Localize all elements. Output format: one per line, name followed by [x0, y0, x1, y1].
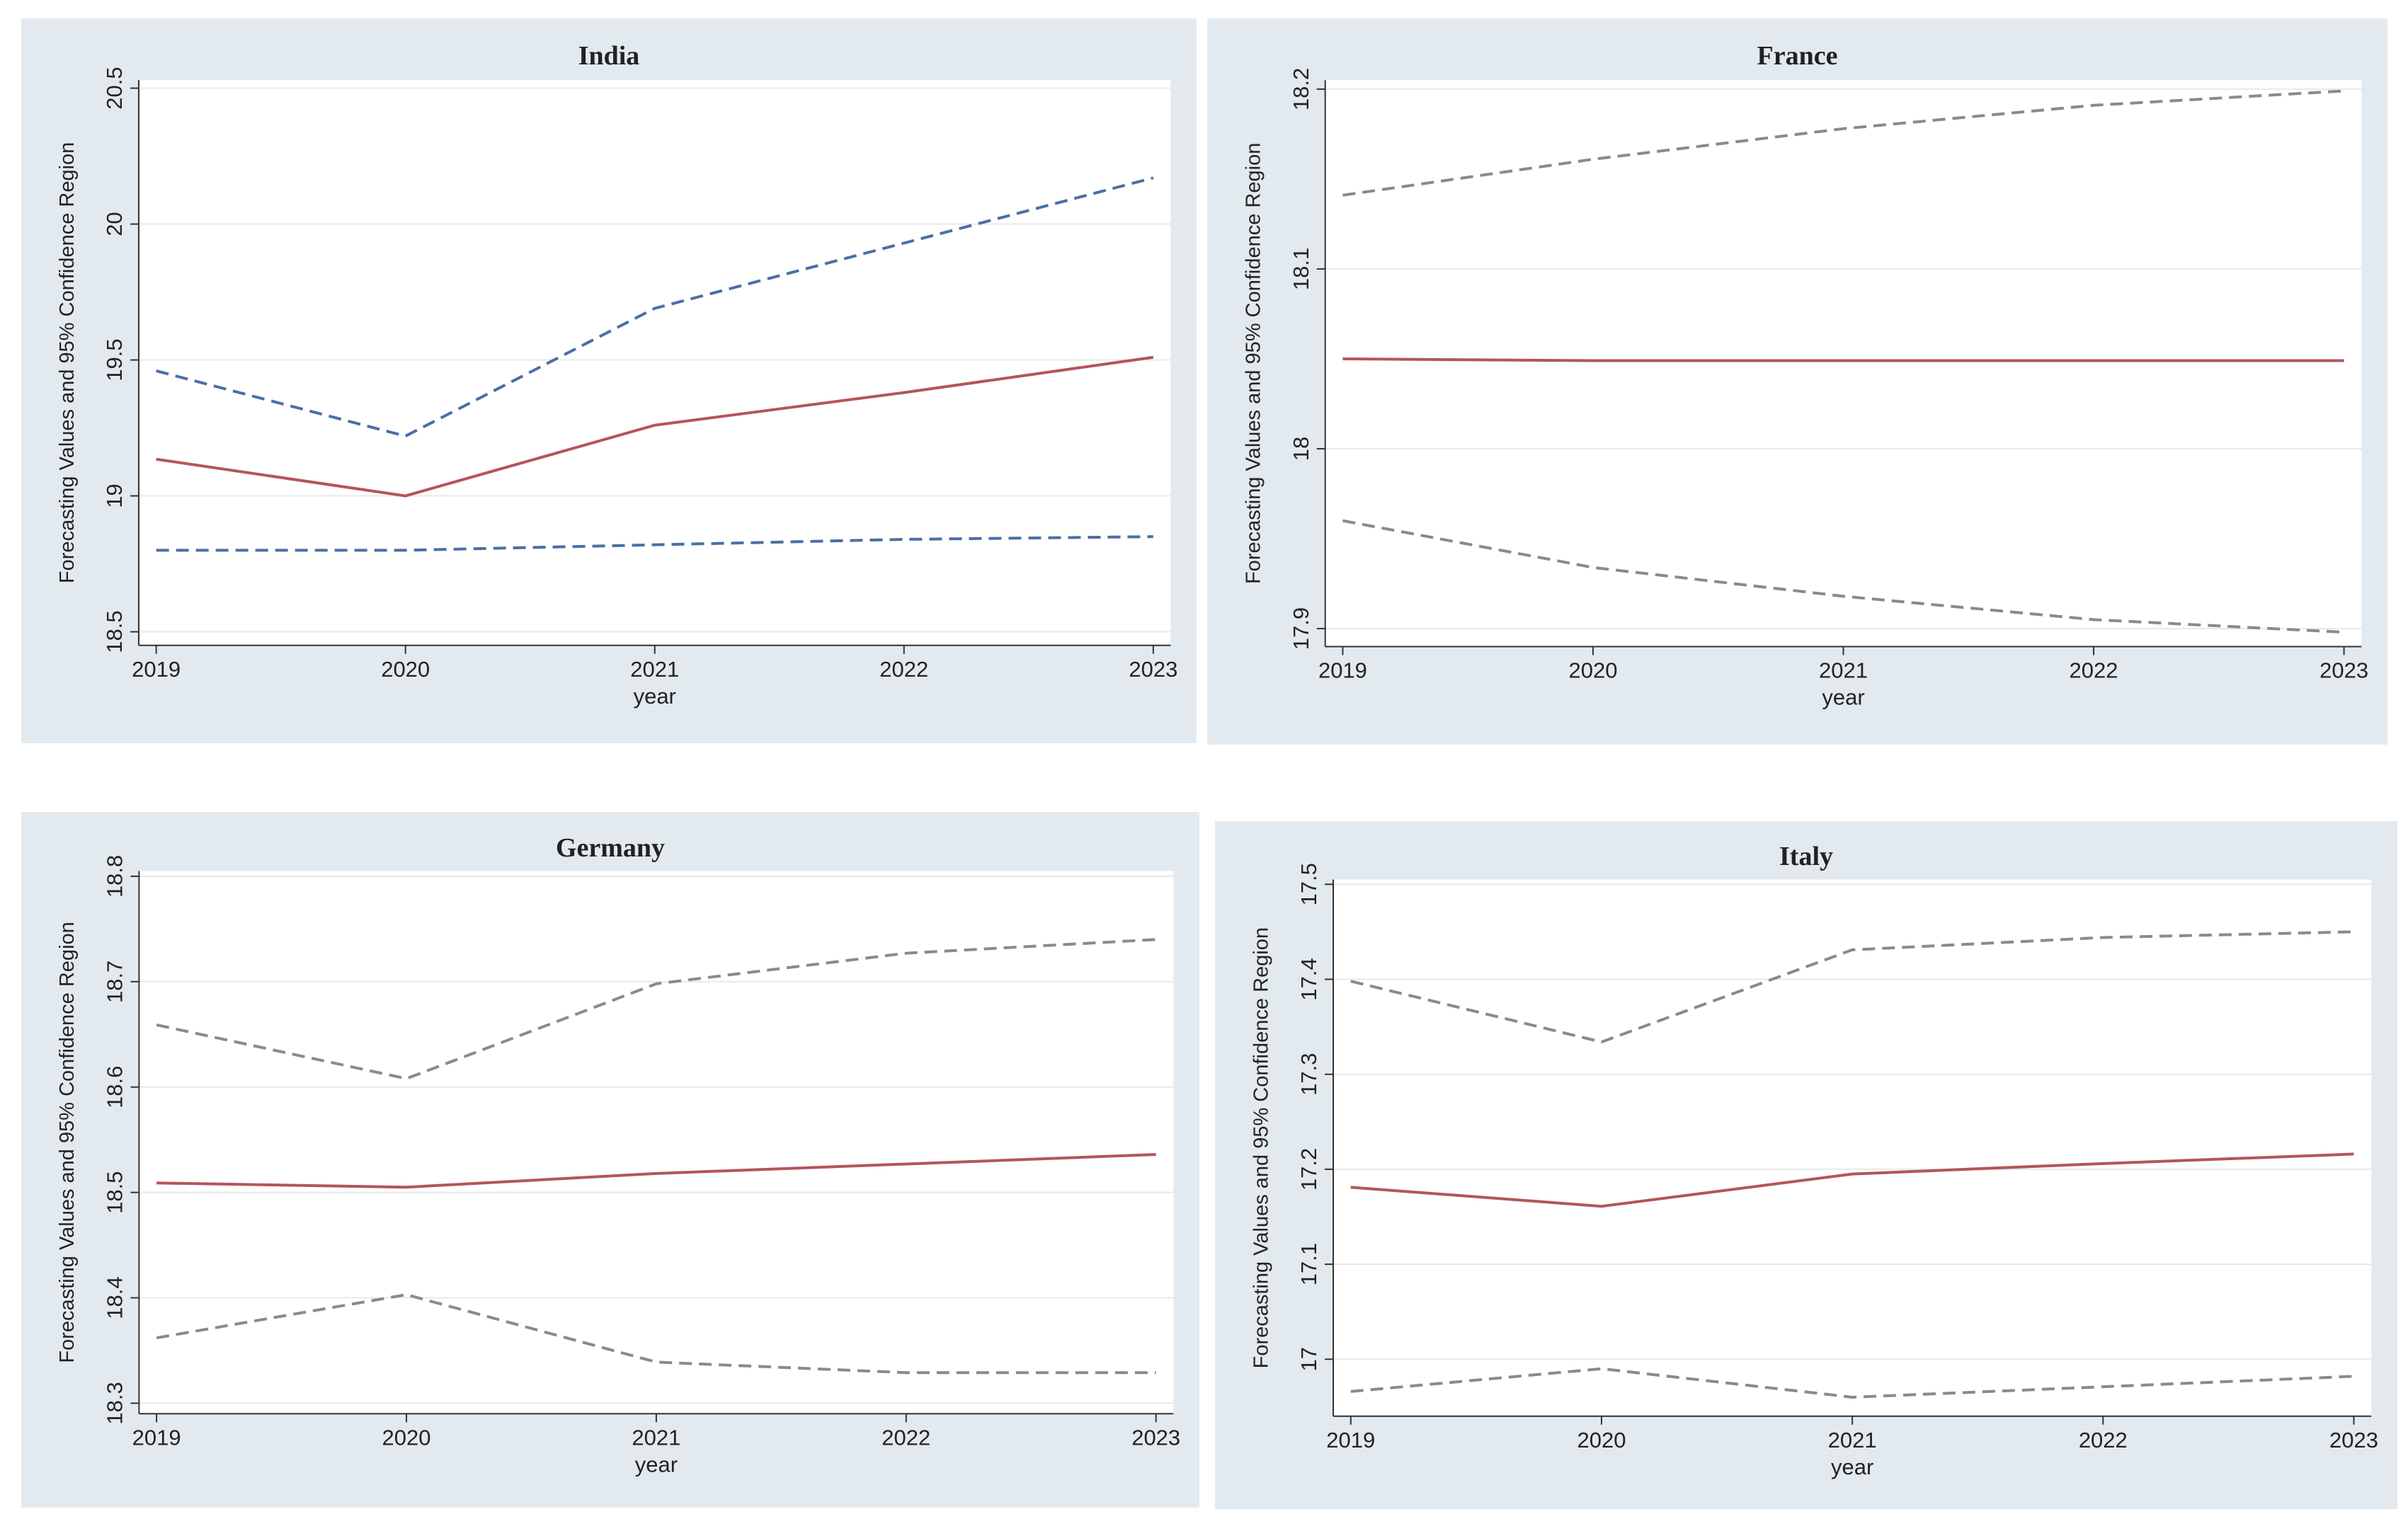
x-tick-label: 2022: [2070, 658, 2118, 683]
y-tick-label: 20: [102, 212, 127, 236]
x-tick-label: 2021: [630, 657, 679, 682]
x-tick-label: 2022: [2079, 1428, 2128, 1452]
x-tick-label: 2019: [1318, 658, 1367, 683]
panel-title: Italy: [1779, 842, 1833, 871]
panel-title: Germany: [556, 833, 665, 863]
y-tick-label: 18.6: [103, 1066, 127, 1108]
x-tick-label: 2020: [1568, 658, 1617, 683]
y-tick-label: 17.2: [1296, 1148, 1321, 1191]
panel: France 17.9 18 18.1 18.2 2019 2020 2021 2022 2023…: [1207, 18, 2387, 745]
panel: Italy 17 17.1 17.2 17.3 17.4 17.5 2019 2020 2021 2…: [1215, 821, 2397, 1509]
y-tick-label: 17: [1296, 1347, 1321, 1371]
x-axis-label: year: [634, 684, 676, 709]
x-tick-label: 2023: [2319, 658, 2368, 683]
x-axis-label: year: [1831, 1455, 1873, 1479]
y-axis-label: Forecasting Values and 95% Confidence Re…: [56, 922, 79, 1363]
y-tick-label: 18.4: [103, 1276, 127, 1319]
y-tick-label: 18.8: [103, 855, 127, 898]
x-tick-label: 2023: [1129, 657, 1177, 682]
plot-area: [139, 80, 1171, 646]
y-tick-label: 17.5: [1296, 863, 1321, 905]
series-line: [156, 535, 1153, 552]
y-axis-label: Forecasting Values and 95% Confidence Re…: [1242, 143, 1265, 584]
y-tick-label: 18.5: [102, 610, 127, 653]
x-tick-label: 2019: [132, 657, 181, 682]
y-tick-label: 20.5: [102, 67, 127, 109]
y-tick-label: 18.5: [103, 1171, 127, 1213]
x-tick-label: 2019: [1326, 1428, 1375, 1452]
y-tick-label: 17.4: [1296, 958, 1321, 1000]
y-tick-label: 18: [1289, 437, 1313, 461]
panel: Germany 18.3 18.4 18.5 18.6 18.7 18.8 2019 2020 2…: [21, 812, 1199, 1508]
y-axis-label: Forecasting Values and 95% Confidence Re…: [1250, 927, 1272, 1368]
series-line: [1342, 89, 2344, 197]
series-line: [156, 355, 1154, 498]
x-tick-label: 2020: [381, 657, 430, 682]
y-tick-label: 19.5: [102, 338, 127, 381]
series-line: [1342, 519, 2344, 634]
x-tick-label: 2021: [1828, 1428, 1877, 1452]
y-tick-label: 17.9: [1289, 607, 1313, 650]
y-axis-label: Forecasting Values and 95% Confidence Re…: [56, 142, 79, 583]
x-tick-label: 2022: [879, 657, 928, 682]
panel: India 18.5 19 19.5 20 20.5 2019 2020 2021 2022 202…: [21, 18, 1197, 743]
y-tick-label: 18.1: [1289, 248, 1313, 290]
x-tick-label: 2019: [132, 1425, 181, 1450]
x-tick-label: 2023: [2329, 1428, 2378, 1452]
panel-title: France: [1757, 41, 1838, 71]
series-line: [156, 938, 1156, 1080]
panel-title: India: [578, 41, 640, 71]
y-tick-label: 17.1: [1296, 1243, 1321, 1285]
series-line: [1342, 357, 2344, 362]
x-axis-label: year: [635, 1452, 678, 1477]
series-line: [156, 1293, 1156, 1375]
x-tick-label: 2020: [1577, 1428, 1626, 1452]
plot-area: [1325, 80, 2362, 647]
series-line: [156, 1153, 1156, 1189]
y-tick-label: 18.3: [103, 1382, 127, 1424]
x-tick-label: 2023: [1131, 1425, 1180, 1450]
series-line: [1350, 1367, 2354, 1399]
y-tick-label: 18.2: [1289, 68, 1313, 110]
x-tick-label: 2021: [632, 1425, 680, 1450]
x-tick-label: 2021: [1819, 658, 1868, 683]
y-tick-label: 18.7: [103, 961, 127, 1003]
x-axis-label: year: [1822, 685, 1864, 710]
y-tick-label: 19: [102, 483, 127, 508]
y-tick-label: 17.3: [1296, 1053, 1321, 1096]
series-line: [1350, 1152, 2354, 1208]
x-tick-label: 2020: [382, 1425, 431, 1450]
x-tick-label: 2022: [881, 1425, 930, 1450]
series-line: [1350, 930, 2354, 1044]
plot-area: [139, 871, 1174, 1414]
series-line: [156, 176, 1154, 438]
plot-area: [1333, 879, 2372, 1416]
